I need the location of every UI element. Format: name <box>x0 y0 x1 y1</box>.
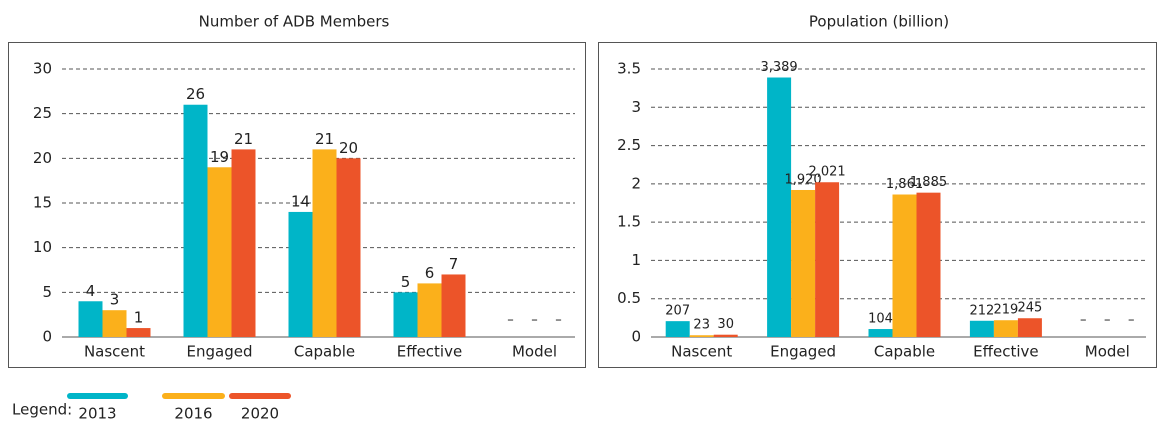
y-tick-label: 2 <box>631 174 641 192</box>
legend-entry: 2013 <box>78 405 116 423</box>
x-tick-label: Model <box>1085 343 1130 361</box>
bar <box>815 182 840 337</box>
value-label: 219 <box>993 303 1018 318</box>
value-label: 5 <box>401 273 411 291</box>
value-label: 21 <box>315 130 334 148</box>
value-label: – <box>555 313 562 328</box>
y-tick-label: 3.5 <box>617 60 641 78</box>
value-label: 2,021 <box>808 165 845 180</box>
value-label: 1 <box>134 309 144 327</box>
panel <box>598 42 1157 368</box>
value-label: 26 <box>186 85 205 103</box>
x-tick-label: Effective <box>973 343 1038 361</box>
bar <box>892 194 917 337</box>
value-label: 1,885 <box>910 175 947 190</box>
bar <box>183 104 208 337</box>
bar <box>868 329 893 337</box>
value-label: 4 <box>86 282 96 300</box>
value-label: – <box>507 313 514 328</box>
y-tick-label: 1 <box>631 251 641 269</box>
value-label: 207 <box>665 304 690 319</box>
y-tick-label: 0.5 <box>617 289 641 307</box>
value-label: 3 <box>110 291 120 309</box>
chart-title: Number of ADB Members <box>199 13 390 31</box>
value-label: 245 <box>1017 301 1042 316</box>
x-tick-label: Effective <box>397 343 462 361</box>
value-label: 14 <box>291 192 310 210</box>
value-label: 23 <box>693 318 710 333</box>
value-label: 20 <box>339 139 358 157</box>
value-label: 3,389 <box>760 60 797 75</box>
value-label: 19 <box>210 148 229 166</box>
value-label: – <box>1128 313 1135 328</box>
y-tick-label: 20 <box>33 149 52 167</box>
bar <box>1017 318 1042 337</box>
bar <box>689 335 714 337</box>
value-label: 7 <box>449 255 459 273</box>
y-tick-label: 15 <box>33 194 52 212</box>
bar <box>993 320 1018 337</box>
bar <box>126 328 151 337</box>
value-label: 30 <box>717 317 734 332</box>
bar <box>713 334 738 337</box>
bar <box>665 321 690 337</box>
bar <box>231 149 256 337</box>
chart-title: Population (billion) <box>809 13 949 31</box>
y-tick-label: 25 <box>33 104 52 122</box>
bar <box>767 77 792 338</box>
value-label: – <box>531 313 538 328</box>
bar <box>312 149 337 337</box>
value-label: – <box>1104 313 1111 328</box>
x-tick-label: Nascent <box>671 343 732 361</box>
y-tick-label: 1.5 <box>617 213 641 231</box>
value-label: 1,920 <box>784 172 821 187</box>
x-tick-label: Engaged <box>770 343 836 361</box>
y-tick-label: 3 <box>631 98 641 116</box>
y-tick-label: 30 <box>33 60 52 78</box>
x-tick-label: Nascent <box>84 343 145 361</box>
value-label: 212 <box>969 303 994 318</box>
bar <box>336 158 361 337</box>
panel <box>8 42 586 368</box>
legend-label: Legend: <box>12 401 72 419</box>
bar <box>916 192 941 337</box>
value-label: – <box>1080 313 1087 328</box>
bar <box>78 301 103 337</box>
bar <box>417 283 442 337</box>
bar <box>102 310 127 337</box>
value-label: 1,861 <box>886 177 923 192</box>
bar <box>207 167 232 337</box>
x-tick-label: Model <box>512 343 557 361</box>
bar <box>441 274 466 337</box>
bar <box>969 320 994 337</box>
legend-entry: 2016 <box>174 405 212 423</box>
legend-entry: 2020 <box>241 405 279 423</box>
y-tick-label: 0 <box>631 328 641 346</box>
value-label: 21 <box>234 130 253 148</box>
value-label: 6 <box>425 264 435 282</box>
x-tick-label: Capable <box>294 343 355 361</box>
y-tick-label: 10 <box>33 238 52 256</box>
bar <box>791 189 816 337</box>
y-tick-label: 2.5 <box>617 136 641 154</box>
x-tick-label: Capable <box>874 343 935 361</box>
bar <box>288 211 313 337</box>
bar <box>393 292 418 337</box>
y-tick-label: 0 <box>42 328 52 346</box>
x-tick-label: Engaged <box>187 343 253 361</box>
y-tick-label: 5 <box>42 283 52 301</box>
value-label: 104 <box>868 312 893 327</box>
